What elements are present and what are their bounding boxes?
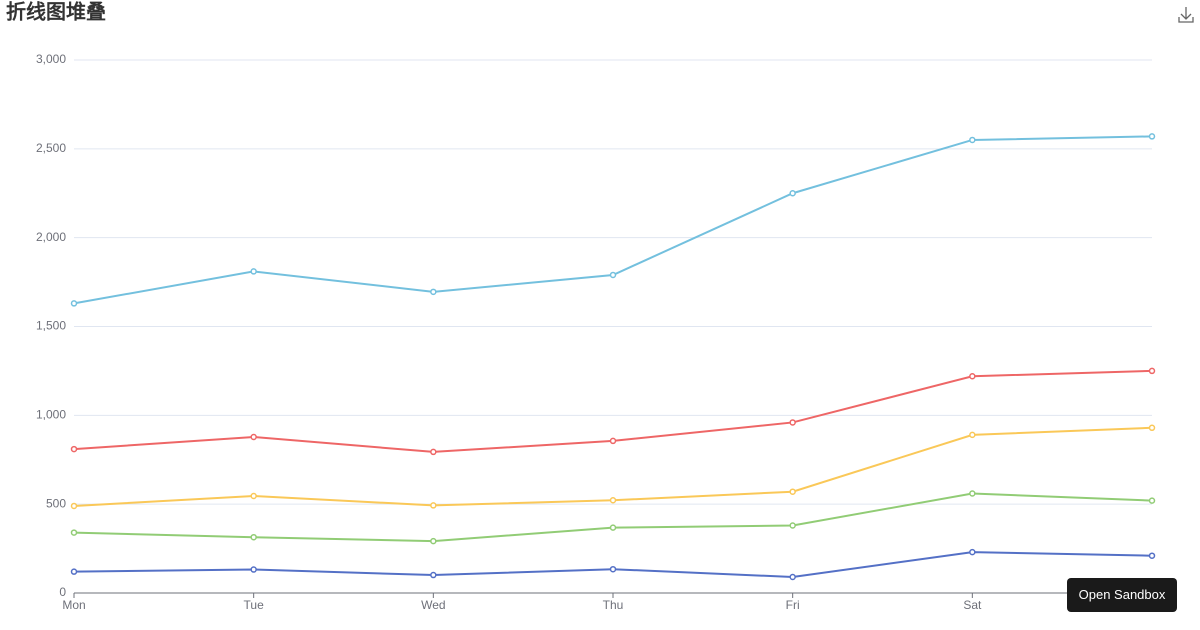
point (969, 136, 976, 144)
point (250, 433, 257, 441)
y-tick-label: 3,000 (36, 52, 66, 66)
x-tick-label: Tue (244, 598, 265, 612)
x-tick-label: Mon (62, 598, 85, 612)
point (789, 522, 796, 529)
point (1148, 367, 1156, 375)
point (789, 190, 796, 197)
y-tick-label: 2,000 (36, 230, 66, 244)
point (250, 533, 257, 541)
point (430, 288, 437, 296)
point (609, 524, 617, 531)
y-tick-label: 2,500 (36, 141, 66, 155)
point (1148, 133, 1156, 140)
point (969, 548, 976, 556)
download-icon[interactable] (1178, 7, 1194, 23)
point (1148, 424, 1156, 432)
download-glyph[interactable] (1178, 7, 1194, 23)
point (250, 492, 257, 500)
point (430, 571, 437, 579)
point (1148, 497, 1156, 504)
y-tick-label: 0 (59, 585, 66, 599)
point (1148, 552, 1156, 559)
chart-title: 折线图堆叠 (6, 0, 106, 23)
open-sandbox-button[interactable]: Open Sandbox (1067, 578, 1177, 612)
point (250, 268, 257, 275)
point (789, 488, 796, 495)
point (969, 431, 976, 439)
series-line (73, 551, 1153, 579)
y-tick-label: 1,000 (36, 408, 66, 422)
point (430, 448, 437, 456)
point (789, 419, 796, 426)
point (789, 573, 796, 581)
point (70, 445, 78, 453)
point (250, 566, 257, 573)
y-tick-label: 1,500 (36, 319, 66, 333)
point (609, 497, 617, 504)
point (70, 502, 78, 510)
series-line (73, 135, 1153, 305)
point (70, 568, 78, 575)
point (70, 529, 78, 536)
point (430, 502, 437, 509)
x-tick-label: Sat (963, 598, 982, 612)
x-tick-label: Thu (603, 598, 624, 612)
point (609, 565, 617, 573)
x-tick-label: Fri (786, 598, 800, 612)
point (969, 490, 976, 497)
y-tick-label: 500 (46, 496, 66, 510)
point (609, 271, 617, 279)
x-tick-label: Wed (421, 598, 445, 612)
point (70, 300, 78, 307)
point (430, 537, 437, 545)
point (969, 372, 976, 380)
point (609, 437, 617, 445)
